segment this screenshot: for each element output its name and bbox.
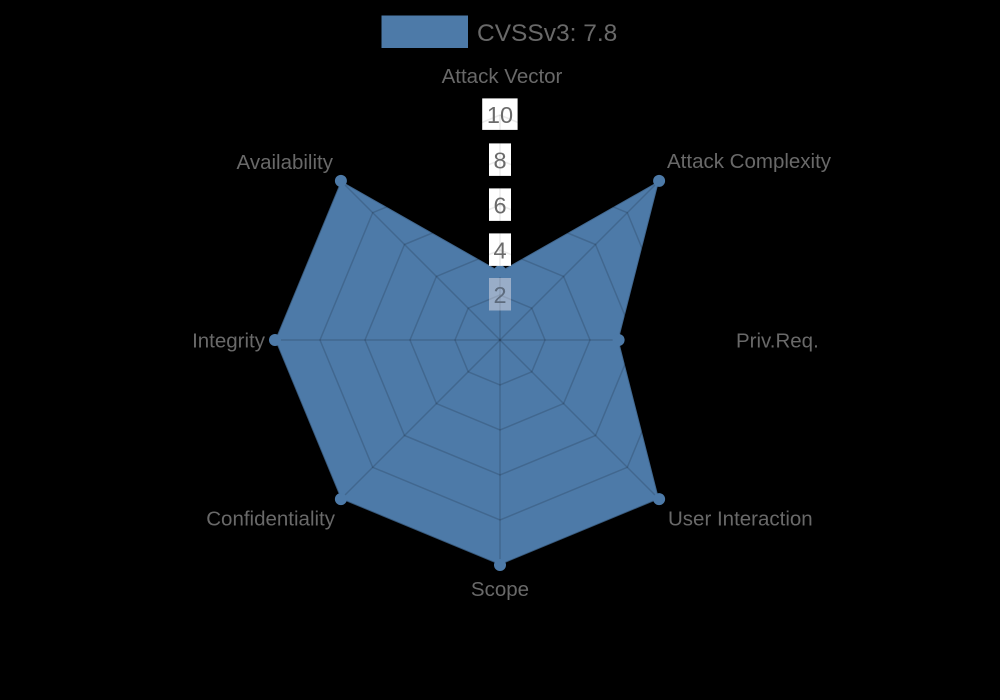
- svg-text:Attack Complexity: Attack Complexity: [667, 150, 832, 173]
- svg-text:8: 8: [493, 147, 506, 173]
- svg-text:Integrity: Integrity: [192, 329, 266, 352]
- svg-text:Scope: Scope: [471, 578, 529, 601]
- svg-text:2: 2: [493, 282, 506, 308]
- svg-text:User Interaction: User Interaction: [668, 507, 813, 530]
- svg-text:4: 4: [493, 237, 506, 263]
- svg-text:Availability: Availability: [237, 151, 334, 174]
- svg-text:Attack Vector: Attack Vector: [442, 65, 563, 88]
- svg-text:6: 6: [493, 192, 506, 218]
- svg-text:CVSSv3: 7.8: CVSSv3: 7.8: [477, 20, 617, 47]
- svg-text:Priv.Req.: Priv.Req.: [736, 329, 819, 352]
- svg-text:Confidentiality: Confidentiality: [206, 508, 336, 531]
- svg-text:10: 10: [487, 102, 513, 128]
